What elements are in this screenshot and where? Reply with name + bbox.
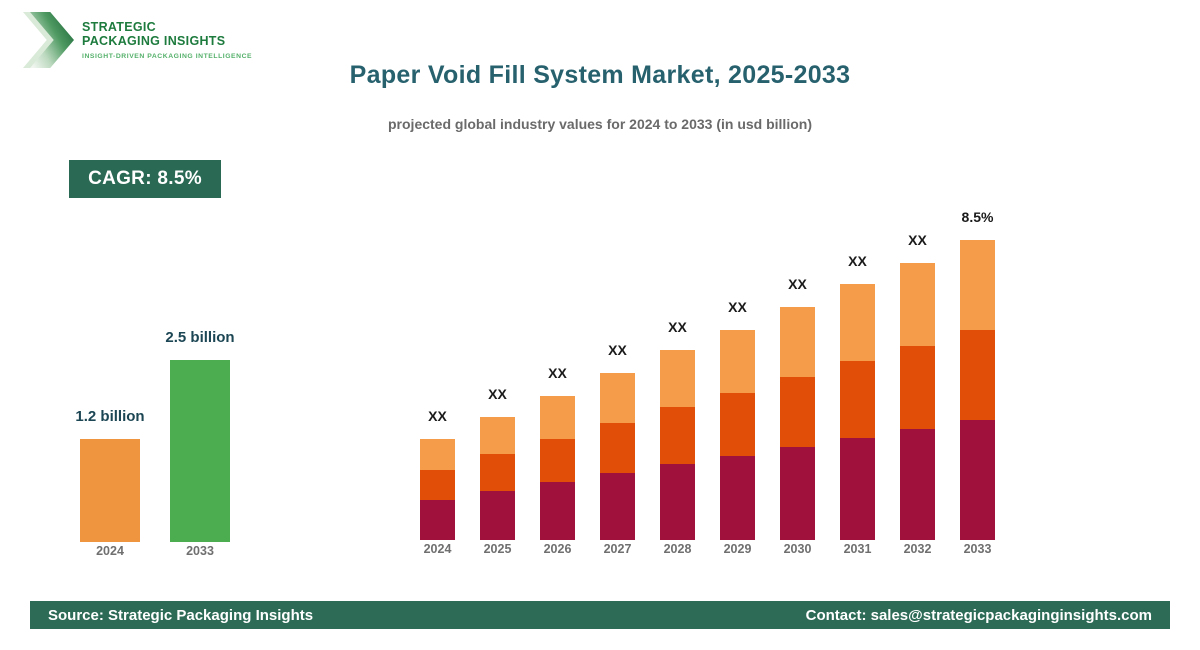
mini-bar-value-label: 2.5 billion [165,329,235,346]
bar-value-label-2032: XX [908,232,927,248]
brand-name-line1: STRATEGIC [82,20,156,34]
bar-segment-segment-middle [420,470,455,500]
bar-segment-segment-bottom [780,447,815,540]
bar-segment-segment-bottom [540,482,575,540]
axis-label-2028: 2028 [663,542,692,556]
mini-bar-value-label: 1.2 billion [75,408,145,425]
stacked-bar-chart: XX 2024 XX 2025 XX 2026 XX 2027 XX 2028 XX 2029 XX 20… [402,195,1022,560]
bar-value-label-2033: 8.5% [961,209,994,225]
stacked-bar-2032 [900,263,935,540]
footer-source: Source: Strategic Packaging Insights [48,606,314,624]
bar-segment-segment-middle [660,407,695,464]
bar-segment-segment-bottom [660,464,695,540]
bar-segment-segment-top [900,263,935,346]
axis-label-2029: 2029 [723,542,752,556]
stacked-bar-2028 [660,350,695,540]
page-subtitle: projected global industry values for 202… [388,116,812,132]
bar-segment-segment-bottom [720,456,755,540]
bar-segment-segment-top [480,417,515,454]
stacked-bar-2033 [960,240,995,540]
bar-value-label-2028: XX [668,319,687,335]
axis-label-2027: 2027 [603,542,632,556]
bar-segment-segment-top [840,284,875,361]
stacked-bar-2025 [480,417,515,540]
bar-segment-segment-top [540,396,575,439]
bar-segment-segment-bottom [600,473,635,540]
bar-segment-segment-middle [480,454,515,491]
mini-axis-label-2033: 2033 [186,544,214,558]
bar-segment-segment-middle [900,346,935,429]
bar-segment-segment-bottom [900,429,935,540]
axis-label-2024: 2024 [423,542,452,556]
bar-segment-segment-middle [600,423,635,473]
mini-bar-2024 [80,439,140,542]
stacked-bar-2027 [600,373,635,540]
bar-value-label-2030: XX [788,276,807,292]
axis-label-2030: 2030 [783,542,812,556]
bar-value-label-2031: XX [848,253,867,269]
bar-segment-segment-middle [720,393,755,456]
bar-segment-segment-middle [840,361,875,438]
bar-segment-segment-middle [960,330,995,420]
stacked-bar-2030 [780,307,815,540]
bar-segment-segment-top [660,350,695,407]
bar-segment-segment-bottom [840,438,875,540]
bar-segment-segment-top [780,307,815,377]
bar-segment-segment-top [420,439,455,470]
footer-bar: Source: Strategic Packaging Insights Con… [30,601,1170,629]
bar-value-label-2024: XX [428,408,447,424]
bar-segment-segment-middle [540,439,575,482]
axis-label-2031: 2031 [843,542,872,556]
brand-name-line2: PACKAGING INSIGHTS [82,34,226,48]
brand-chevron-icon [23,12,74,68]
brand-logo: STRATEGIC PACKAGING INSIGHTS INSIGHT-DRI… [23,12,252,68]
bar-segment-segment-middle [780,377,815,447]
bar-value-label-2026: XX [548,365,567,381]
axis-label-2025: 2025 [483,542,512,556]
footer-contact: Contact: sales@strategicpackaginginsight… [805,606,1152,624]
mini-growth-chart: 1.2 billion 2024 2.5 billion 2033 [55,320,290,565]
bar-segment-segment-top [600,373,635,423]
brand-tagline: INSIGHT-DRIVEN PACKAGING INTELLIGENCE [82,53,253,60]
bar-value-label-2029: XX [728,299,747,315]
page-title: Paper Void Fill System Market, 2025-2033 [349,60,851,89]
bar-segment-segment-bottom [420,500,455,540]
bar-segment-segment-top [960,240,995,330]
bar-segment-segment-top [720,330,755,393]
mini-bar-2033 [170,360,230,542]
cagr-badge: CAGR: 8.5% [69,160,221,198]
bar-value-label-2025: XX [488,386,507,402]
stacked-bar-2029 [720,330,755,540]
axis-label-2026: 2026 [543,542,572,556]
stacked-bar-2031 [840,284,875,540]
bar-segment-segment-bottom [960,420,995,540]
brand-text: STRATEGIC PACKAGING INSIGHTS INSIGHT-DRI… [82,12,252,60]
bar-segment-segment-bottom [480,491,515,540]
bar-value-label-2027: XX [608,342,627,358]
axis-label-2032: 2032 [903,542,932,556]
stacked-bar-2026 [540,396,575,540]
mini-axis-label-2024: 2024 [96,544,124,558]
stacked-bar-2024 [420,439,455,540]
axis-label-2033: 2033 [963,542,992,556]
